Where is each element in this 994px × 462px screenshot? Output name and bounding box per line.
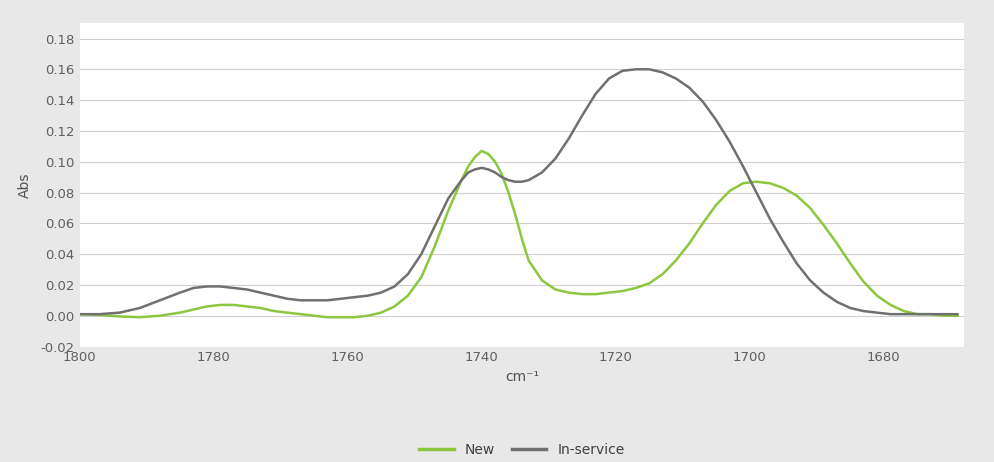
X-axis label: cm⁻¹: cm⁻¹ (505, 370, 539, 384)
Y-axis label: Abs: Abs (18, 172, 32, 198)
Legend: New, In-service: New, In-service (414, 438, 630, 462)
